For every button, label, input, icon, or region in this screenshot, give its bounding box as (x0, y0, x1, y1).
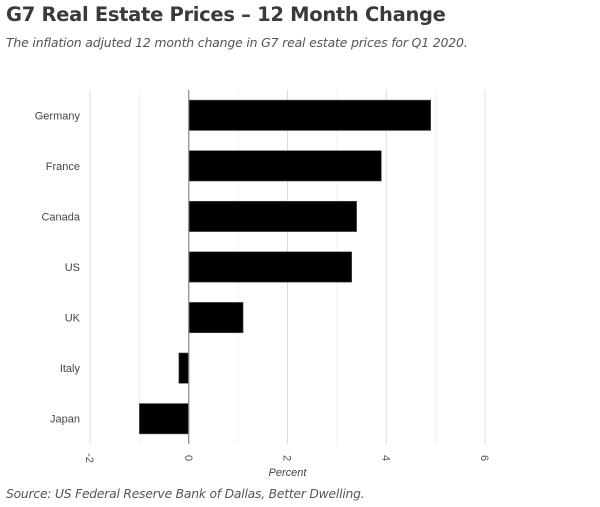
category-label: Germany (35, 110, 81, 122)
chart-subtitle: The inflation adjuted 12 month change in… (6, 35, 468, 50)
category-label: Canada (41, 211, 80, 223)
bars (139, 99, 431, 435)
category-label: Japan (50, 414, 80, 426)
bar-us (188, 251, 352, 283)
x-tick-label: 6 (478, 455, 490, 461)
x-tick-label: 2 (281, 455, 293, 461)
bar-uk (188, 302, 244, 334)
chart-title: G7 Real Estate Prices – 12 Month Change (6, 3, 446, 26)
category-label: UK (65, 313, 81, 325)
category-label: US (65, 262, 80, 274)
category-labels: Germany France Canada US UK Italy Japan (35, 110, 81, 425)
x-tick-label: 4 (379, 455, 391, 461)
category-label: Italy (60, 363, 81, 375)
bar-japan (139, 403, 190, 435)
gridlines (89, 90, 486, 444)
category-label: France (46, 161, 80, 173)
bar-italy (178, 352, 190, 384)
x-tick-label: 0 (182, 455, 194, 461)
source-note: Source: US Federal Reserve Bank of Dalla… (6, 487, 365, 501)
bar-france (188, 150, 382, 182)
x-tick-label: -2 (83, 453, 95, 463)
x-tick-labels: -2 0 2 4 6 (83, 453, 490, 463)
bar-canada (188, 200, 357, 232)
bar-germany (188, 99, 431, 131)
x-axis-label: Percent (269, 467, 308, 479)
